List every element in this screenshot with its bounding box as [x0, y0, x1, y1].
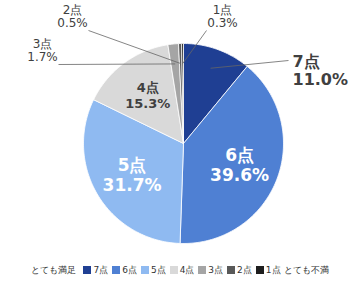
svg-text:7点11.0%: 7点11.0%: [293, 52, 349, 89]
html-text:4点: 4点: [179, 265, 195, 275]
svg-text:1点0.3%: 1点0.3%: [207, 3, 238, 30]
svg-text:3点1.7%: 3点1.7%: [27, 37, 58, 64]
html-text:2点: 2点: [237, 265, 252, 275]
svg-text:2点0.5%: 2点0.5%: [57, 3, 88, 30]
html-text:3点: 3点: [208, 265, 224, 275]
html-text:6点: 6点: [122, 265, 137, 275]
html-text:5点: 5点: [150, 265, 166, 275]
html-text:とても満足: とても満足: [31, 265, 77, 275]
svg-text:5点31.7%: 5点31.7%: [103, 155, 162, 195]
svg-text:6点39.6%: 6点39.6%: [210, 145, 269, 185]
html-text:7点: 7点: [93, 265, 109, 275]
html-text:1点 とても不満: 1点 とても不満: [265, 265, 329, 275]
svg-text:4点15.3%: 4点15.3%: [125, 80, 170, 111]
